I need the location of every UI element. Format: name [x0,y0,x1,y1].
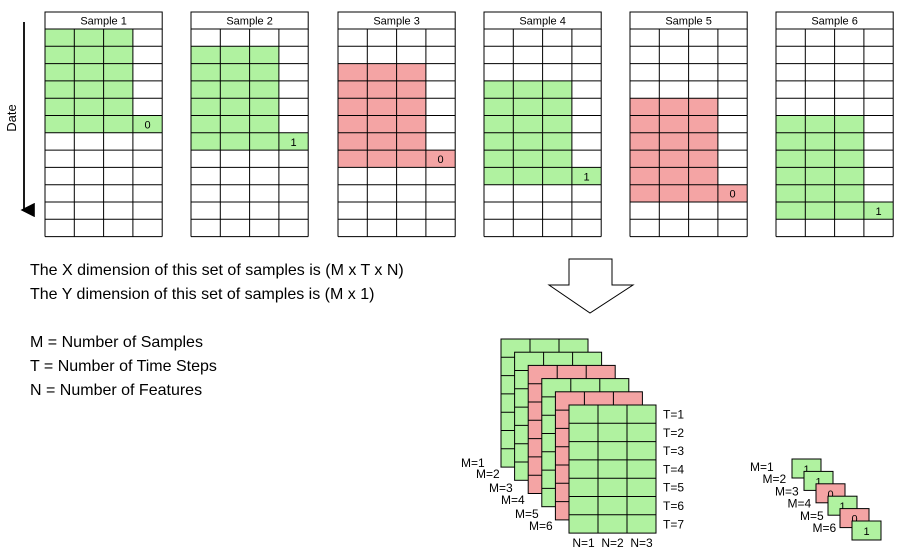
label-value: 0 [729,189,735,201]
y-value: 1 [803,464,809,476]
transform-arrow [547,258,635,314]
n-label: N=1 [572,536,595,550]
x-dimension-text: The X dimension of this set of samples i… [30,262,404,279]
y-m-label: M=3 [775,484,799,498]
x-m-label: M=1 [461,456,485,470]
t-label: T=6 [663,499,684,513]
y-value: 0 [851,514,857,526]
t-label: T=1 [663,408,684,422]
t-definition: T = Number of Time Steps [30,358,217,375]
label-cell [425,150,456,168]
sample-grid: Sample 6 1 [775,11,894,238]
sample-grid: Sample 1 0 [44,11,163,238]
label-value: 0 [437,154,443,166]
y-cell: 1 [851,520,882,541]
date-axis-label: Date [4,104,19,131]
label-cell [571,167,602,185]
x-m-label: M=6 [529,519,553,533]
x-tensor-stack: M=1M=2M=3M=4M=5M=6 T=1 T=2 T=3 T=4 T=5 T=6 T=7 N… [461,338,684,550]
x-m-label: M=3 [489,481,513,495]
sample-grid: Sample 2 1 [190,11,309,238]
label-value: 1 [875,206,881,218]
sample-title: Sample 3 [373,16,419,28]
sample-title: Sample 6 [811,16,857,28]
y-dimension-text: The Y dimension of this set of samples i… [30,286,375,303]
sample-title: Sample 4 [519,16,565,28]
sample-grid: Sample 5 0 [629,11,748,238]
x-m-label: M=4 [501,493,525,507]
label-cell [717,184,748,202]
n-label: N=2 [601,536,624,550]
n-label: N=3 [630,536,653,550]
x-m-label: M=5 [515,507,539,521]
label-value: 1 [583,171,589,183]
y-m-label: M=2 [763,472,787,486]
y-value: 0 [827,489,833,501]
label-value: 0 [144,120,150,132]
y-value: 1 [839,501,845,513]
sample-grid: Sample 4 1 [483,11,602,238]
y-m-label: M=4 [788,497,812,511]
label-cell [278,132,309,151]
m-definition: M = Number of Samples [30,334,203,351]
y-m-label: M=5 [800,509,824,523]
label-value: 1 [290,137,296,149]
y-m-label: M=1 [750,460,774,474]
y-value: 1 [863,526,869,538]
sample-title: Sample 5 [665,16,711,28]
t-label: T=5 [663,481,684,495]
x-m-label: M=2 [476,467,500,481]
sample-title: Sample 1 [80,16,126,28]
y-value: 1 [815,476,821,488]
t-label: T=4 [663,462,684,476]
sample-title: Sample 2 [226,16,272,28]
t-label: T=7 [663,517,684,531]
t-label: T=2 [663,426,684,440]
n-definition: N = Number of Features [30,382,203,399]
date-axis: Date [4,22,35,218]
x-layer [568,404,657,534]
y-m-label: M=6 [813,521,837,535]
t-label: T=3 [663,444,684,458]
label-cell [132,115,163,133]
label-cell [863,202,894,220]
sample-grid: Sample 3 0 [337,11,456,238]
